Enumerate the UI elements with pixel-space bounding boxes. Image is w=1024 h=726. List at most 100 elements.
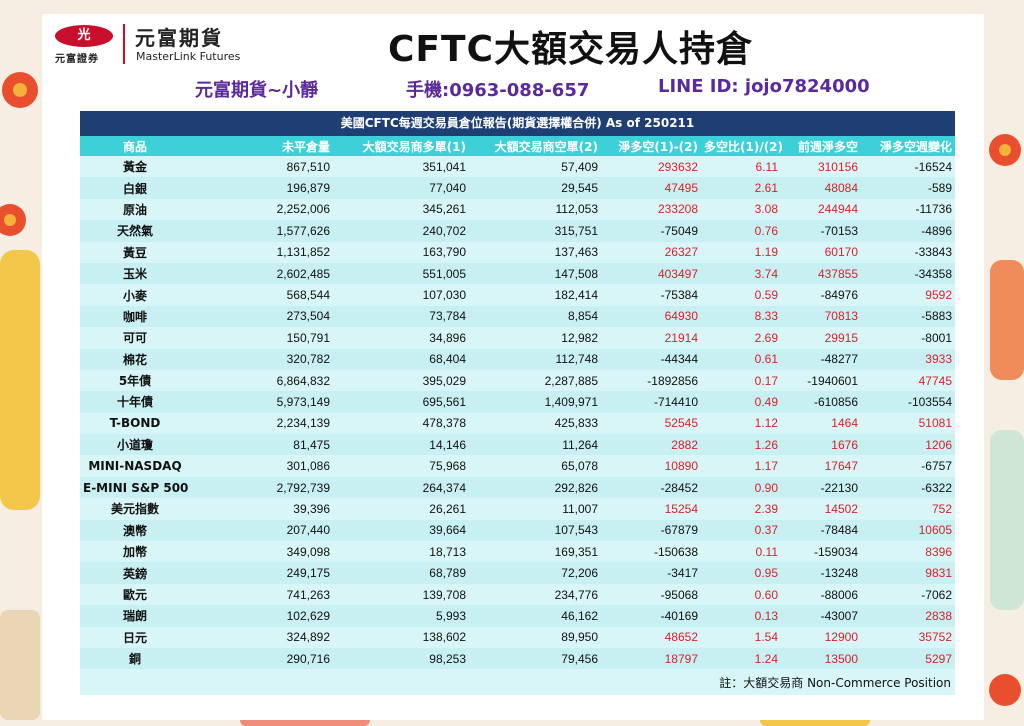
cftc-table: 商品 未平倉量 大額交易商多單(1) 大額交易商空單(2) 淨多空(1)-(2)… bbox=[80, 136, 955, 670]
value-cell: 0.49 bbox=[701, 391, 781, 413]
value-cell: 8.33 bbox=[701, 305, 781, 328]
column-header: 多空比(1)/(2) bbox=[701, 136, 783, 156]
value-cell: 290,716 bbox=[190, 647, 333, 670]
value-cell: -7062 bbox=[921, 587, 952, 602]
value-cell: 240,702 bbox=[333, 220, 469, 242]
value-cell: 196,879 bbox=[190, 177, 333, 199]
commodity-cell: 小麥 bbox=[122, 288, 147, 303]
value-cell: 102,629 bbox=[190, 605, 333, 627]
value-cell: 1206 bbox=[861, 434, 955, 456]
value-cell: -22130 bbox=[781, 476, 861, 499]
commodity-cell: 白銀 bbox=[80, 177, 190, 199]
value-cell: 0.60 bbox=[754, 587, 778, 602]
table-row: 天然氣 1,577,626 240,702 315,751 -75049 0.76 -701… bbox=[80, 220, 955, 242]
commodity-cell: E-MINI S&P 500 bbox=[80, 476, 190, 499]
value-cell: 0.13 bbox=[701, 605, 781, 627]
value-cell: 48084 bbox=[781, 177, 861, 199]
value-cell: 867,510 bbox=[286, 159, 330, 174]
cftc-table-container: 美國CFTC每週交易員倉位報告(期貨選擇權合併) As of 250211 商品… bbox=[80, 111, 955, 695]
commodity-cell: 銅 bbox=[80, 647, 190, 670]
value-cell: 12900 bbox=[824, 630, 858, 645]
value-cell: 752 bbox=[931, 501, 952, 516]
value-cell: 48652 bbox=[664, 630, 698, 645]
value-cell: -8001 bbox=[921, 330, 952, 345]
value-cell: 3.74 bbox=[701, 262, 781, 285]
value-cell: -75049 bbox=[601, 220, 701, 242]
value-cell: 1.54 bbox=[754, 630, 778, 645]
value-cell: -150638 bbox=[653, 544, 698, 559]
contact-line-id: LINE ID: jojo7824000 bbox=[658, 76, 870, 97]
table-row: 澳幣 207,440 39,664 107,543 -67879 0.37 -78484 10… bbox=[80, 519, 955, 542]
value-cell: 234,776 bbox=[554, 587, 598, 602]
value-cell: 14,146 bbox=[333, 434, 469, 456]
value-cell: 403497 bbox=[601, 262, 701, 285]
value-cell: 72,206 bbox=[469, 562, 601, 584]
value-cell: 1464 bbox=[831, 416, 858, 431]
contact-name: 元富期貨~小靜 bbox=[195, 80, 319, 101]
value-cell: 8396 bbox=[925, 544, 952, 559]
value-cell: 147,508 bbox=[469, 262, 601, 285]
value-cell: 29,545 bbox=[469, 177, 601, 199]
value-cell: -6757 bbox=[921, 459, 952, 474]
contact-phone: 手機:0963-088-657 bbox=[406, 80, 590, 101]
value-cell: 77,040 bbox=[333, 177, 469, 199]
value-cell: -6322 bbox=[861, 476, 955, 499]
table-row: 可可 150,791 34,896 12,982 21914 2.69 29915 -8001 bbox=[80, 327, 955, 348]
table-row: MINI-NASDAQ 301,086 75,968 65,078 10890 1.17 1… bbox=[80, 455, 955, 476]
commodity-cell: 瑞朗 bbox=[80, 605, 190, 627]
value-cell: 112,748 bbox=[469, 348, 601, 370]
table-row: 黃豆 1,131,852 163,790 137,463 26327 1.19 60170 -… bbox=[80, 242, 955, 263]
commodity-cell: 歐元 bbox=[122, 588, 147, 602]
value-cell: 3.08 bbox=[754, 202, 778, 217]
commodity-cell: 玉米 bbox=[80, 262, 190, 285]
commodity-cell: 美元指數 bbox=[110, 502, 159, 517]
value-cell: 26327 bbox=[664, 245, 698, 260]
value-cell: -610856 bbox=[781, 391, 861, 413]
value-cell: 425,833 bbox=[554, 416, 598, 431]
value-cell: 15254 bbox=[664, 501, 698, 516]
value-cell: 301,086 bbox=[286, 459, 330, 474]
value-cell: 478,378 bbox=[422, 416, 466, 431]
value-cell: 47745 bbox=[918, 373, 952, 388]
page-title: CFTC大額交易人持倉 bbox=[388, 29, 753, 70]
value-cell: -88006 bbox=[820, 587, 858, 602]
table-row: 歐元 741,263 139,708 234,776 -95068 0.60 -88006 -… bbox=[80, 584, 955, 605]
value-cell: 139,708 bbox=[422, 587, 466, 602]
value-cell: 3933 bbox=[861, 348, 955, 370]
logo-mark: 光 bbox=[55, 25, 113, 47]
table-row: 咖啡 273,504 73,784 8,854 64930 8.33 70813 -5883 bbox=[80, 305, 955, 328]
value-cell: -4896 bbox=[861, 220, 955, 242]
value-cell: 351,041 bbox=[422, 159, 466, 174]
table-row: 黃金 867,510 351,041 57,409 293632 6.11 310156 -1… bbox=[80, 156, 955, 177]
value-cell: -40169 bbox=[601, 605, 701, 627]
value-cell: 107,543 bbox=[469, 519, 601, 542]
company-logo: 光 元富證券 元富期貨 MasterLink Futures bbox=[55, 22, 265, 68]
commodity-cell: 加幣 bbox=[122, 545, 147, 560]
table-row: 玉米 2,602,485 551,005 147,508 403497 3.74 43785… bbox=[80, 262, 955, 285]
value-cell: -159034 bbox=[813, 544, 858, 559]
value-cell: 107,030 bbox=[422, 288, 466, 303]
value-cell: 2.39 bbox=[754, 501, 778, 516]
value-cell: 2,234,139 bbox=[276, 416, 330, 431]
value-cell: 5,993 bbox=[333, 605, 469, 627]
value-cell: 8,854 bbox=[469, 305, 601, 328]
commodity-cell: 咖啡 bbox=[80, 305, 190, 328]
column-header: 大額交易商多單(1) bbox=[333, 136, 469, 156]
value-cell: -84976 bbox=[820, 288, 858, 303]
table-row: 英鎊 249,175 68,789 72,206 -3417 0.95 -13248 9831 bbox=[80, 562, 955, 584]
value-cell: 1,409,971 bbox=[469, 391, 601, 413]
value-cell: 2,792,739 bbox=[190, 476, 333, 499]
value-cell: 47495 bbox=[601, 177, 701, 199]
value-cell: 0.11 bbox=[755, 544, 778, 559]
value-cell: 293632 bbox=[657, 159, 698, 174]
value-cell: 17647 bbox=[824, 459, 858, 474]
value-cell: 21914 bbox=[664, 330, 698, 345]
value-cell: 249,175 bbox=[190, 562, 333, 584]
logo-name: 元富期貨 bbox=[135, 26, 223, 50]
value-cell: 18797 bbox=[601, 647, 701, 670]
value-cell: -11736 bbox=[915, 202, 952, 217]
commodity-cell: MINI-NASDAQ bbox=[88, 459, 182, 474]
commodity-cell: 可可 bbox=[122, 331, 147, 346]
value-cell: 6.11 bbox=[755, 159, 778, 174]
table-header-row: 商品 未平倉量 大額交易商多單(1) 大額交易商空單(2) 淨多空(1)-(2)… bbox=[80, 136, 955, 156]
